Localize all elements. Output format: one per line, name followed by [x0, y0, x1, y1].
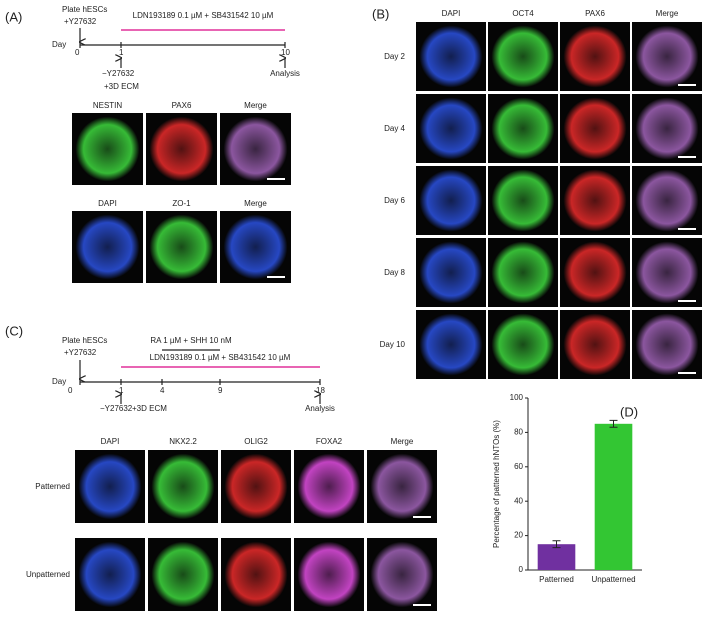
- row-label: Day 8: [384, 268, 405, 277]
- organoid: [297, 453, 361, 520]
- row-label: Unpatterned: [26, 570, 70, 579]
- timeline-text: Day: [52, 377, 66, 386]
- organoid: [419, 97, 483, 160]
- timeline-text: Analysis: [270, 69, 300, 78]
- organoid: [297, 541, 361, 608]
- organoid: [370, 541, 434, 608]
- day-label: 1: [119, 48, 124, 57]
- channel-label: PAX6: [585, 9, 605, 18]
- organoid: [149, 116, 214, 182]
- organoid: [224, 453, 288, 520]
- organoid: [563, 313, 627, 376]
- day-label: 0: [75, 48, 80, 57]
- error-bar: [552, 540, 561, 549]
- channel-label: NKX2.2: [169, 437, 197, 446]
- timeline-text: +Y27632: [64, 17, 97, 26]
- panel-label: (A): [5, 9, 22, 24]
- y-axis-label: Percentage of patterned hNTOs (%): [492, 420, 501, 548]
- channel-label: Merge: [244, 101, 267, 110]
- channel-label: ZO-1: [172, 199, 191, 208]
- error-bar: [609, 419, 618, 428]
- organoid: [223, 116, 288, 182]
- channel-label: DAPI: [98, 199, 117, 208]
- timeline-text: LDN193189 0.1 µM + SB431542 10 µM: [133, 11, 274, 20]
- timeline-text: +3D ECM: [104, 82, 139, 91]
- channel-label: PAX6: [172, 101, 192, 110]
- row-label: Day 10: [380, 340, 406, 349]
- organoid: [563, 241, 627, 304]
- timeline-text: RA 1 µM + SHH 10 nM: [150, 336, 232, 345]
- channel-label: Merge: [391, 437, 414, 446]
- organoid: [149, 214, 214, 280]
- organoid: [370, 453, 434, 520]
- y-tick-label: 40: [514, 496, 523, 505]
- channel-label: NESTIN: [93, 101, 123, 110]
- organoid: [78, 453, 142, 520]
- timeline-text: LDN193189 0.1 µM + SB431542 10 µM: [150, 353, 291, 362]
- day-label: 9: [218, 386, 223, 395]
- organoid: [419, 241, 483, 304]
- organoid: [491, 241, 555, 304]
- day-label: 0: [68, 386, 73, 395]
- channel-label: OCT4: [512, 9, 534, 18]
- organoid: [419, 313, 483, 376]
- organoid: [419, 169, 483, 232]
- organoid: [223, 214, 288, 280]
- organoid: [491, 313, 555, 376]
- organoid: [151, 453, 215, 520]
- panel-label: (C): [5, 323, 23, 338]
- row-label: Day 2: [384, 52, 405, 61]
- timeline-text: Plate hESCs: [62, 336, 107, 345]
- organoid: [635, 25, 699, 88]
- panel-label: (B): [372, 6, 389, 21]
- organoid: [635, 313, 699, 376]
- organoid: [491, 25, 555, 88]
- organoid: [635, 241, 699, 304]
- row-label: Day 4: [384, 124, 405, 133]
- bar: [594, 423, 633, 570]
- day-label: 10: [281, 48, 290, 57]
- timeline-text: Day: [52, 40, 66, 49]
- timeline-text: −Y27632: [102, 69, 135, 78]
- organoid: [75, 116, 140, 182]
- timeline-text: Analysis: [305, 404, 335, 413]
- timeline-text: −Y27632: [100, 404, 133, 413]
- channel-label: FOXA2: [316, 437, 343, 446]
- organoid: [419, 25, 483, 88]
- day-label: 1: [119, 386, 124, 395]
- organoid: [151, 541, 215, 608]
- timeline-text: +3D ECM: [132, 404, 167, 413]
- bar: [537, 544, 576, 570]
- y-tick-label: 20: [514, 531, 523, 540]
- organoid: [491, 97, 555, 160]
- row-label: Patterned: [35, 482, 70, 491]
- day-label: 4: [160, 386, 165, 395]
- organoid: [635, 169, 699, 232]
- organoid: [224, 541, 288, 608]
- channel-label: OLIG2: [244, 437, 268, 446]
- channel-label: Merge: [244, 199, 267, 208]
- organoid: [563, 97, 627, 160]
- day-label: 18: [316, 386, 325, 395]
- panel-label: (D): [620, 404, 638, 419]
- row-label: Day 6: [384, 196, 405, 205]
- organoid: [563, 25, 627, 88]
- x-tick-label: Unpatterned: [591, 575, 635, 584]
- y-tick-label: 80: [514, 428, 523, 437]
- timeline-text: Plate hESCs: [62, 5, 107, 14]
- y-tick-label: 100: [510, 393, 524, 402]
- x-tick-label: Patterned: [539, 575, 574, 584]
- organoid: [78, 541, 142, 608]
- organoid: [563, 169, 627, 232]
- y-tick-label: 0: [519, 565, 524, 574]
- timeline-text: +Y27632: [64, 348, 97, 357]
- organoid: [491, 169, 555, 232]
- organoid: [635, 97, 699, 160]
- channel-label: DAPI: [442, 9, 461, 18]
- channel-label: Merge: [656, 9, 679, 18]
- organoid: [75, 214, 140, 280]
- y-tick-label: 60: [514, 462, 523, 471]
- channel-label: DAPI: [101, 437, 120, 446]
